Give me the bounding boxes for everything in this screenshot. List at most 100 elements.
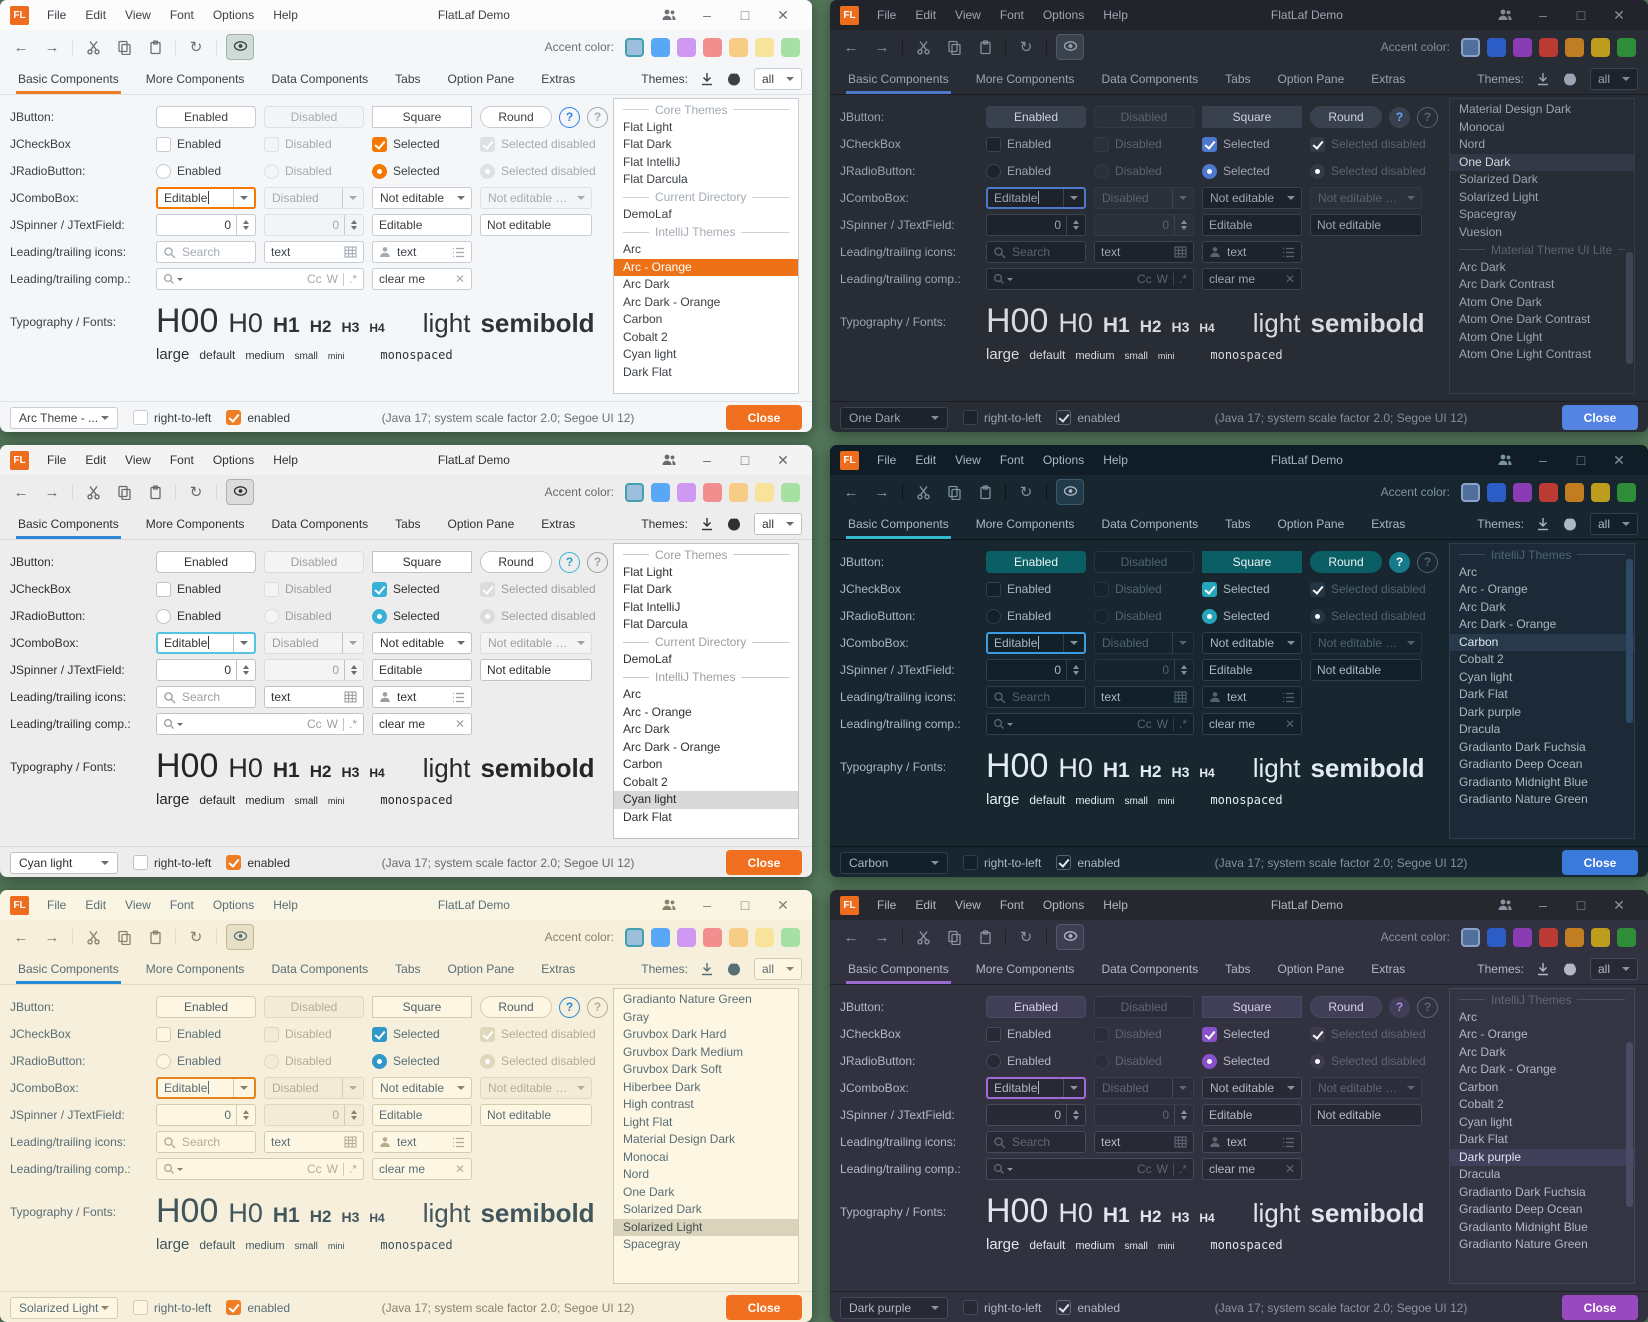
download-icon[interactable] (1536, 962, 1550, 976)
radio-selected[interactable]: Selected (372, 1053, 472, 1069)
themes-filter-dropdown[interactable]: all (1589, 513, 1638, 535)
enabled-button[interactable]: Enabled (156, 106, 256, 128)
theme-list-item[interactable]: Gray (623, 1009, 650, 1024)
themes-filter-dropdown[interactable]: all (1589, 68, 1638, 90)
theme-list-item[interactable]: Spacegray (623, 1237, 681, 1251)
users-icon[interactable] (1486, 891, 1524, 919)
checkbox-enabled[interactable]: Enabled (156, 136, 256, 152)
menu-view[interactable]: View (955, 8, 981, 22)
accent-color-swatch[interactable] (625, 37, 644, 57)
maximize-button[interactable]: □ (740, 897, 750, 913)
spinner[interactable]: 0 (156, 659, 256, 681)
maximize-button[interactable]: □ (1576, 897, 1586, 913)
cut-icon[interactable] (82, 481, 104, 503)
github-icon[interactable] (726, 961, 742, 977)
theme-list-item[interactable]: DemoLaf (623, 652, 672, 666)
round-button[interactable]: Round (480, 996, 552, 1018)
square-button[interactable]: Square (1202, 551, 1302, 573)
back-icon[interactable]: ← (13, 928, 29, 946)
clear-icon[interactable]: ✕ (1284, 1162, 1295, 1176)
rtl-checkbox[interactable]: right-to-left (963, 410, 1041, 425)
github-icon[interactable] (726, 71, 742, 87)
copy-icon[interactable] (943, 36, 965, 58)
tab-basic-components[interactable]: Basic Components (846, 509, 951, 539)
theme-list-item[interactable]: Spacegray (1459, 207, 1517, 221)
theme-list-item[interactable]: Carbon (623, 312, 663, 326)
accent-color-swatch[interactable] (1539, 482, 1558, 502)
combobox-editable[interactable]: Editable (156, 187, 256, 209)
theme-list-item[interactable]: Arc - Orange (614, 258, 798, 276)
menu-options[interactable]: Options (1042, 898, 1085, 912)
theme-list-item[interactable]: Carbon (623, 757, 663, 771)
download-icon[interactable] (700, 517, 714, 531)
scrollbar-thumb[interactable] (1626, 558, 1633, 724)
show-hidden-toggle[interactable] (1056, 924, 1084, 950)
close-button[interactable]: Close (1562, 850, 1638, 875)
refresh-icon[interactable]: ↻ (1019, 928, 1033, 946)
refresh-icon[interactable]: ↻ (1019, 483, 1033, 501)
theme-list-item[interactable]: Arc (1459, 1009, 1477, 1024)
enabled-checkbox[interactable]: enabled (226, 410, 290, 425)
maximize-button[interactable]: □ (1576, 7, 1586, 23)
combobox-editable[interactable]: Editable (156, 1077, 256, 1099)
cut-icon[interactable] (912, 481, 934, 503)
tab-option-pane[interactable]: Option Pane (447, 517, 515, 531)
tab-tabs[interactable]: Tabs (1225, 962, 1251, 976)
clear-icon[interactable]: ✕ (1284, 272, 1295, 286)
close-window-button[interactable]: ✕ (777, 6, 789, 23)
theme-list-item[interactable]: Gradianto Midnight Blue (1459, 1219, 1588, 1234)
theme-list-item[interactable]: Arc (623, 242, 641, 256)
close-window-button[interactable]: ✕ (777, 451, 789, 468)
theme-list-item[interactable]: Atom One Dark Contrast (1459, 312, 1591, 326)
accent-color-swatch[interactable] (703, 37, 722, 57)
search-input[interactable]: Search (156, 1131, 256, 1153)
menu-font[interactable]: Font (169, 898, 194, 912)
forward-icon[interactable]: → (44, 483, 60, 501)
help-button-alt[interactable]: ? (587, 996, 608, 1018)
enabled-button[interactable]: Enabled (986, 106, 1086, 128)
accent-color-swatch[interactable] (1565, 482, 1584, 502)
theme-dropdown[interactable]: Arc Theme - ... (10, 406, 118, 429)
menu-options[interactable]: Options (1042, 8, 1085, 22)
menu-edit[interactable]: Edit (85, 8, 107, 22)
accent-color-swatch[interactable] (625, 482, 644, 502)
whole-words-toggle[interactable]: W (326, 1162, 338, 1176)
regex-toggle[interactable]: .* (1178, 272, 1187, 286)
combobox-editable[interactable]: Editable (156, 632, 256, 654)
tab-more-components[interactable]: More Components (145, 962, 245, 976)
theme-list-item[interactable]: Dracula (1459, 722, 1501, 736)
menu-help[interactable]: Help (1103, 898, 1128, 912)
paste-icon[interactable] (144, 36, 166, 58)
accent-color-swatch[interactable] (651, 37, 670, 57)
help-button[interactable]: ? (559, 996, 580, 1018)
search-dropdown-icon[interactable] (163, 718, 183, 731)
text-input-user[interactable]: text (372, 686, 472, 708)
search-dropdown-icon[interactable] (163, 273, 183, 286)
accent-color-swatch[interactable] (1617, 482, 1636, 502)
github-icon[interactable] (1562, 516, 1578, 532)
radio-enabled[interactable]: Enabled (986, 1053, 1086, 1069)
theme-list-item[interactable]: Gradianto Midnight Blue (1459, 774, 1588, 789)
theme-list-item[interactable]: Atom One Dark (1459, 294, 1542, 309)
menu-font[interactable]: Font (999, 8, 1024, 22)
accent-color-swatch[interactable] (755, 927, 774, 947)
refresh-icon[interactable]: ↻ (189, 483, 203, 501)
theme-dropdown[interactable]: Carbon (840, 851, 948, 874)
whole-words-toggle[interactable]: W (1156, 1162, 1168, 1176)
enabled-button[interactable]: Enabled (986, 551, 1086, 573)
download-icon[interactable] (700, 72, 714, 86)
menu-font[interactable]: Font (169, 8, 194, 22)
spinner-arrows[interactable] (1066, 1105, 1085, 1125)
theme-list-item[interactable]: Cobalt 2 (623, 774, 668, 789)
accent-color-swatch[interactable] (1461, 37, 1480, 57)
tab-option-pane[interactable]: Option Pane (1277, 72, 1345, 86)
accent-color-swatch[interactable] (703, 927, 722, 947)
calendar-grid-icon[interactable] (344, 1136, 357, 1148)
search-dropdown-icon[interactable] (993, 718, 1013, 731)
combobox-not-editable[interactable]: Not editable (372, 1077, 472, 1099)
checkbox-selected[interactable]: Selected (372, 581, 472, 597)
clear-icon[interactable]: ✕ (454, 272, 465, 286)
radio-selected[interactable]: Selected (1202, 1053, 1302, 1069)
theme-list-item[interactable]: Light Flat (623, 1114, 673, 1129)
rtl-checkbox[interactable]: right-to-left (963, 855, 1041, 870)
